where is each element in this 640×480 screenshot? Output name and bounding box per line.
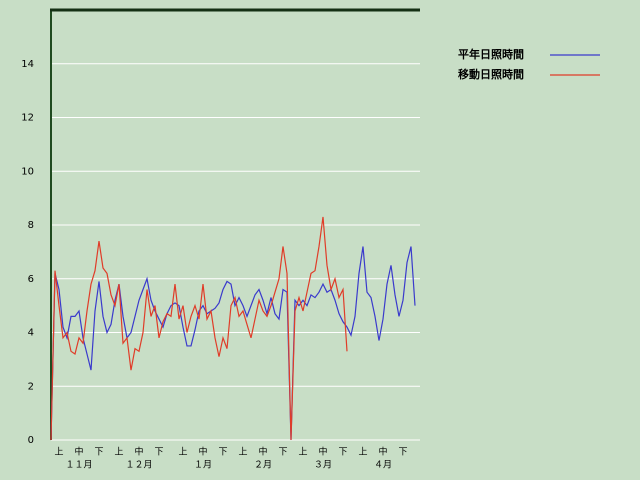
x-tick-label: 下 <box>398 448 407 458</box>
x-tick-label: 上 <box>178 447 187 458</box>
x-tick-label: 上 <box>298 447 307 458</box>
series-line <box>50 216 348 441</box>
month-label: ４月 <box>374 460 392 471</box>
x-tick-label: 中 <box>378 446 387 458</box>
legend-label: 平年日照時間 <box>458 47 524 61</box>
y-tick-label: 4 <box>28 328 34 339</box>
x-tick-label: 下 <box>338 448 347 458</box>
x-tick-label: 上 <box>238 447 247 458</box>
x-tick-label: 上 <box>54 447 63 458</box>
y-tick-label: 6 <box>28 274 34 285</box>
x-tick-label: 下 <box>94 448 103 458</box>
month-label: ２月 <box>254 460 272 471</box>
x-tick-label: 中 <box>258 446 267 458</box>
x-tick-label: 上 <box>358 447 367 458</box>
x-tick-label: 中 <box>318 446 327 458</box>
y-tick-label: 0 <box>28 435 34 446</box>
y-tick-label: 8 <box>28 220 34 231</box>
x-tick-label: 下 <box>278 448 287 458</box>
series-line <box>50 246 416 441</box>
y-tick-label: 10 <box>21 166 34 177</box>
x-tick-label: 中 <box>198 446 207 458</box>
y-tick-label: 14 <box>21 59 34 70</box>
legend-label: 移動日照時間 <box>458 67 524 81</box>
x-tick-label: 中 <box>74 446 83 458</box>
x-tick-label: 下 <box>154 448 163 458</box>
x-tick-label: 下 <box>218 448 227 458</box>
y-tick-label: 2 <box>28 381 34 392</box>
y-tick-label: 12 <box>21 113 34 124</box>
x-tick-label: 上 <box>114 447 123 458</box>
month-label: ３月 <box>314 460 332 471</box>
x-tick-label: 中 <box>134 446 143 458</box>
month-label: １月 <box>194 460 212 471</box>
month-label: １２月 <box>125 460 152 471</box>
month-label: １１月 <box>65 460 92 471</box>
